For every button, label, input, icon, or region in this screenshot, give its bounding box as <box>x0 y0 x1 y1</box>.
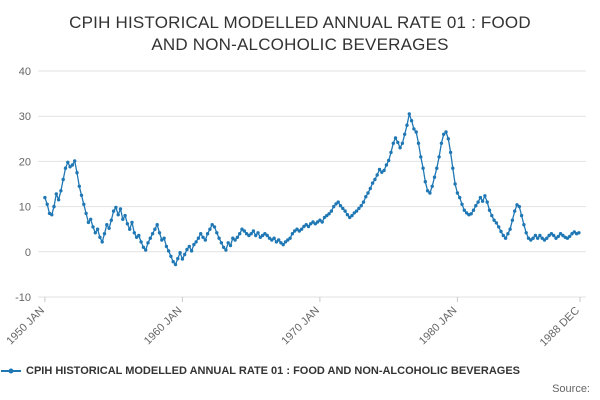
svg-text:1980 JAN: 1980 JAN <box>417 304 460 347</box>
svg-text:20: 20 <box>19 156 31 168</box>
svg-text:0: 0 <box>25 247 31 259</box>
svg-text:10: 10 <box>19 201 31 213</box>
legend-item[interactable]: CPIH HISTORICAL MODELLED ANNUAL RATE 01 … <box>0 363 600 379</box>
source-label: Source: <box>552 382 590 395</box>
svg-text:1988 DEC: 1988 DEC <box>538 304 582 348</box>
plot-svg: -10 0 10 20 30 40 1950 JAN 1960 JAN 1970 JAN 1980… <box>4 66 586 349</box>
chart-title-line-2: AND NON-ALCOHOLIC BEVERAGES <box>151 35 449 55</box>
svg-text:-10: -10 <box>15 292 31 304</box>
legend-marker <box>1 368 21 374</box>
svg-text:1970 JAN: 1970 JAN <box>279 304 322 347</box>
svg-text:40: 40 <box>19 66 31 78</box>
svg-text:1950 JAN: 1950 JAN <box>4 304 47 347</box>
plot-area: -10 0 10 20 30 40 1950 JAN 1960 JAN 1970 JAN 1980… <box>0 59 600 361</box>
chart-title-line-1: CPIH HISTORICAL MODELLED ANNUAL RATE 01 … <box>69 13 531 32</box>
svg-text:1960 JAN: 1960 JAN <box>142 304 185 347</box>
svg-text:30: 30 <box>19 111 31 123</box>
legend-label: CPIH HISTORICAL MODELLED ANNUAL RATE 01 … <box>26 364 521 377</box>
chart-title: CPIH HISTORICAL MODELLED ANNUAL RATE 01 … <box>30 12 570 57</box>
